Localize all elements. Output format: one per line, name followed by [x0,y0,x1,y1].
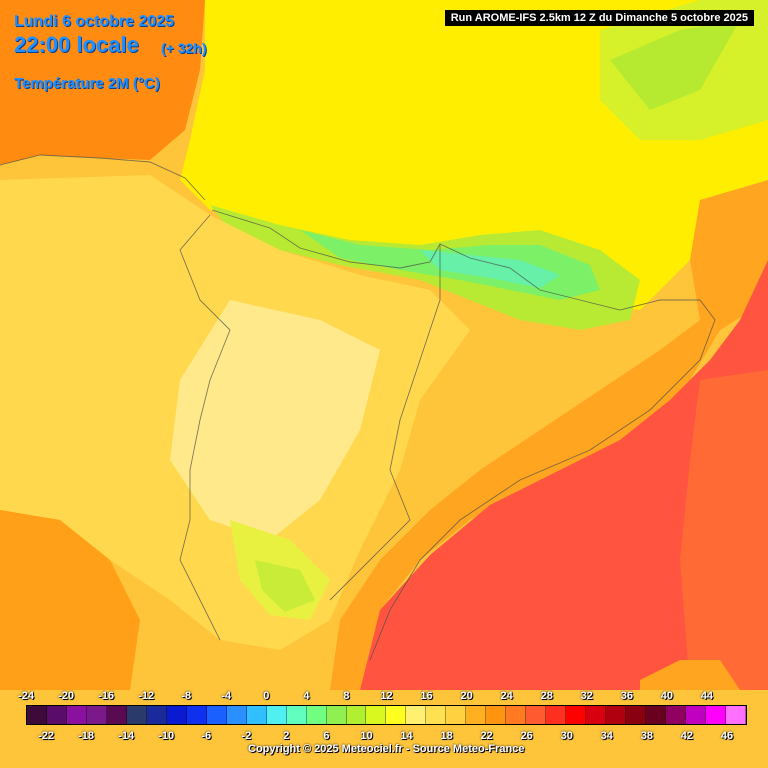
forecast-time: 22:00 locale [14,32,139,57]
southwest-warm [0,510,140,690]
atlantic-sea [0,0,205,165]
legend-swatch [266,706,287,724]
legend-swatch [685,706,706,724]
legend-tick-label: -12 [138,690,155,702]
legend-tick-label: -24 [18,690,34,702]
legend-tick-label: 34 [600,730,613,742]
legend-tick-label: 36 [620,690,633,702]
legend-tick-label: -2 [241,730,252,742]
legend-tick-label: 8 [343,690,350,702]
balearic-island [640,660,740,690]
legend-swatch [626,706,647,724]
sea-warm-band [680,370,768,690]
legend-tick-label: 12 [380,690,393,702]
legend-swatch [46,706,67,724]
legend-tick-label: -18 [78,730,95,742]
legend-swatch [586,706,607,724]
legend-tick-label: 2 [283,730,290,742]
model-run-label: Run AROME-IFS 2.5km 12 Z du Dimanche 5 o… [444,10,754,26]
legend-tick-label: 30 [560,730,573,742]
legend-swatch [406,706,427,724]
legend-swatch [246,706,267,724]
legend-swatch [506,706,527,724]
legend-swatch [426,706,447,724]
legend-tick-label: 10 [360,730,373,742]
legend-swatch [546,706,567,724]
legend-swatch [206,706,227,724]
legend-swatch [666,706,686,724]
legend-swatch [526,706,547,724]
legend-tick-label: 46 [720,730,734,742]
mediterranean-coastline [369,299,716,661]
parameter-title: Température 2M (°C) [14,75,160,92]
legend-swatch [606,706,627,724]
legend-tick-label: 24 [500,690,513,702]
legend-tick-label: -6 [201,730,212,742]
catalonia-coast-warm [330,180,768,690]
legend-tick-label: 28 [540,690,553,702]
legend-swatch [326,706,347,724]
ebro-valley-green [255,560,315,612]
legend-tick-label: 38 [640,730,653,742]
legend-tick-label: -4 [221,690,232,702]
legend-tick-label: -8 [181,690,192,702]
alpine-cool-core [610,20,740,110]
legend-swatch [306,706,327,724]
legend-tick-label: -16 [98,690,115,702]
forecast-lead-time: (+ 32h) [161,40,207,56]
legend-swatch [446,706,467,724]
legend-swatch [286,706,307,724]
mediterranean-sea [360,260,768,690]
aragon-catalonia-border [329,244,441,601]
legend-tick-label: 26 [520,730,533,742]
color-scale-legend [26,705,747,725]
forecast-date: Lundi 6 octobre 2025 [14,13,175,30]
atlantic-coastline [0,154,206,201]
legend-tick-label: 32 [580,690,593,702]
legend-swatch [705,706,726,724]
legend-tick-label: 44 [700,690,714,702]
iberia-interior-light [170,300,380,540]
legend-swatch [66,706,87,724]
legend-tick-label: 20 [460,690,473,702]
legend-swatch [646,706,666,724]
legend-tick-label: -14 [118,730,135,742]
legend-swatch [126,706,147,724]
legend-tick-label: 6 [323,730,330,742]
legend-swatch [226,706,247,724]
legend-tick-label: -10 [158,730,175,742]
legend-swatch [86,706,107,724]
legend-swatch [106,706,127,724]
legend-tick-label: 22 [480,730,493,742]
legend-swatch [27,706,47,724]
legend-tick-label: 40 [660,690,673,702]
legend-swatch [466,706,487,724]
legend-swatch [566,706,587,724]
legend-swatch [366,706,387,724]
navarra-border [179,214,231,641]
france-spain-border [211,209,700,311]
legend-swatch [166,706,187,724]
legend-tick-label: 4 [303,690,310,702]
legend-swatch [186,706,207,724]
legend-tick-label: 18 [440,730,453,742]
legend-tick-label: 0 [263,690,270,702]
legend-swatch [725,706,746,724]
legend-swatch [146,706,167,724]
legend-tick-label: 14 [400,730,413,742]
legend-swatch [386,706,407,724]
legend-tick-label: 42 [680,730,694,742]
legend-tick-label: -22 [38,730,54,742]
legend-tick-label: 16 [420,690,433,702]
legend-swatch [486,706,507,724]
legend-tick-label: -20 [58,690,74,702]
copyright-notice: Copyright © 2025 Meteociel.fr - Source M… [248,743,525,755]
legend-swatch [346,706,367,724]
borders [0,154,716,661]
